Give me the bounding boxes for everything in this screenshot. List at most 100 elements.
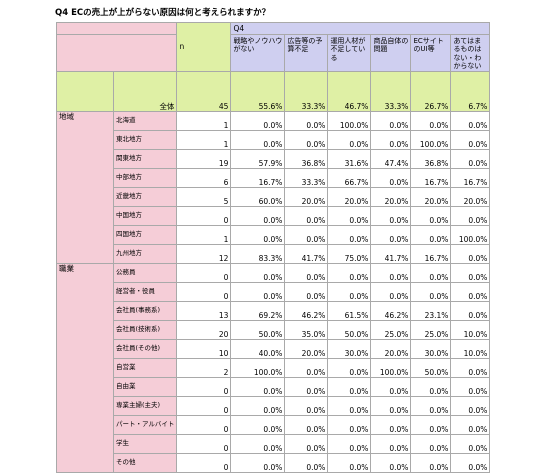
percent-cell: 0.0% (327, 224, 372, 245)
percent-cell: 0.0% (410, 414, 452, 435)
percent-cell: 83.3% (230, 243, 286, 264)
n-cell: 2 (176, 357, 232, 378)
percent-cell: 0.0% (370, 281, 412, 302)
percent-cell: 0.0% (327, 414, 372, 435)
percent-cell: 0.0% (450, 243, 491, 264)
percent-cell: 41.7% (370, 243, 412, 264)
percent-cell: 20.0% (370, 186, 412, 207)
total-spacer (56, 70, 114, 112)
percent-cell: 100.0% (327, 110, 372, 131)
percent-cell: 0.0% (327, 357, 372, 378)
percent-cell: 20.0% (327, 186, 372, 207)
table-row: 自由業 0 0.0% 0.0% 0.0% 0.0% 0.0% 0.0% (57, 376, 491, 397)
table-row: 専業主婦(主夫) 0 0.0% 0.0% 0.0% 0.0% 0.0% 0.0% (57, 395, 491, 416)
percent-cell: 50.0% (327, 319, 372, 340)
percent-cell: 0.0% (284, 224, 329, 245)
percent-cell: 0.0% (410, 110, 452, 131)
group-label: 地域 (56, 110, 114, 264)
row-label: パート・アルバイト (112, 414, 178, 435)
percent-cell: 20.0% (284, 338, 329, 359)
percent-cell: 0.0% (327, 205, 372, 226)
n-cell: 5 (176, 186, 232, 207)
percent-cell: 10.0% (450, 338, 491, 359)
n-cell: 10 (176, 338, 232, 359)
percent-cell: 0.0% (327, 376, 372, 397)
table-row: 会社員(技術系) 20 50.0% 35.0% 50.0% 25.0% 25.0% 10.0% (57, 319, 491, 340)
table-row: 関東地方 19 57.9% 36.8% 31.6% 47.4% 36.8% 0.0% (57, 148, 491, 169)
percent-cell: 0.0% (410, 281, 452, 302)
percent-cell: 0.0% (230, 395, 286, 416)
header-row-columns: 戦略やノウハウがない 広告等の予算不足 運用人材が不足している 商品自体の問題 … (55, 34, 491, 72)
percent-cell: 61.5% (327, 300, 372, 321)
percent-cell: 0.0% (450, 300, 491, 321)
row-label: 公務員 (112, 262, 178, 283)
percent-cell: 0.0% (370, 167, 412, 188)
percent-cell: 0.0% (370, 110, 412, 131)
percent-cell: 20.0% (370, 338, 412, 359)
percent-cell: 0.0% (284, 262, 329, 283)
percent-cell: 0.0% (327, 262, 372, 283)
percent-cell: 33.3% (284, 167, 329, 188)
table-row: パート・アルバイト 0 0.0% 0.0% 0.0% 0.0% 0.0% 0.0% (57, 414, 491, 435)
percent-cell: 0.0% (450, 395, 491, 416)
n-cell: 0 (176, 414, 232, 435)
percent-cell: 0.0% (230, 376, 286, 397)
percent-cell: 0.0% (284, 376, 329, 397)
row-label: 自営業 (112, 357, 178, 378)
percent-cell: 0.0% (327, 281, 372, 302)
column-header: 運用人材が不足している (327, 34, 372, 72)
percent-cell: 16.7% (450, 167, 491, 188)
n-cell: 1 (176, 110, 232, 131)
percent-cell: 0.0% (370, 129, 412, 150)
percent-cell: 20.0% (450, 186, 491, 207)
percent-cell: 20.0% (284, 186, 329, 207)
n-cell: 13 (176, 300, 232, 321)
table-row: 職業 公務員 0 0.0% 0.0% 0.0% 0.0% 0.0% 0.0% (56, 262, 491, 473)
n-cell: 0 (176, 395, 232, 416)
n-cell: 19 (176, 148, 232, 169)
table-row: 会社員(その他) 10 40.0% 20.0% 30.0% 20.0% 30.0% 10.0% (57, 338, 491, 359)
header-row-top: n Q4 (55, 22, 491, 72)
percent-cell: 100.0% (410, 129, 452, 150)
row-label: 中国地方 (112, 205, 178, 226)
percent-cell: 0.0% (230, 262, 286, 283)
group-label: 職業 (56, 262, 114, 473)
percent-cell: 0.0% (410, 262, 452, 283)
percent-cell: 0.0% (450, 452, 491, 473)
n-cell: 0 (176, 281, 232, 302)
percent-cell: 0.0% (284, 414, 329, 435)
percent-cell: 0.0% (284, 205, 329, 226)
total-row: 全体 45 55.6% 33.3% 46.7% 33.3% 26.7% 6.7% (56, 70, 491, 112)
percent-cell: 0.0% (450, 262, 491, 283)
percent-cell: 0.0% (284, 452, 329, 473)
percent-cell: 0.0% (450, 357, 491, 378)
table-row: 自営業 2 100.0% 0.0% 0.0% 100.0% 50.0% 0.0% (57, 357, 491, 378)
percent-cell: 0.0% (370, 452, 412, 473)
row-label: 経営者・役員 (112, 281, 178, 302)
column-header: ECサイトのUI等 (410, 34, 452, 72)
percent-cell: 50.0% (230, 319, 286, 340)
percent-cell: 0.0% (450, 281, 491, 302)
percent-cell: 0.0% (327, 129, 372, 150)
percent-cell: 0.0% (284, 129, 329, 150)
percent-cell: 41.7% (284, 243, 329, 264)
column-header: あてはまるものはない・わからない (450, 34, 491, 72)
total-value: 6.7% (450, 70, 491, 112)
table-row: その他 0 0.0% 0.0% 0.0% 0.0% 0.0% 0.0% (57, 452, 491, 473)
total-value: 55.6% (230, 70, 286, 112)
percent-cell: 0.0% (284, 281, 329, 302)
percent-cell: 0.0% (370, 224, 412, 245)
table-row: 中部地方 6 16.7% 33.3% 66.7% 0.0% 16.7% 16.7% (57, 167, 491, 188)
percent-cell: 0.0% (450, 148, 491, 169)
total-n: 45 (176, 70, 232, 112)
row-label: 九州地方 (112, 243, 178, 264)
row-label: 会社員(技術系) (112, 319, 178, 340)
percent-cell: 46.2% (284, 300, 329, 321)
percent-cell: 30.0% (410, 338, 452, 359)
row-label: 東北地方 (112, 129, 178, 150)
percent-cell: 0.0% (410, 395, 452, 416)
percent-cell: 0.0% (450, 110, 491, 131)
percent-cell: 66.7% (327, 167, 372, 188)
percent-cell: 0.0% (284, 110, 329, 131)
question-label: Q4 (230, 22, 491, 35)
